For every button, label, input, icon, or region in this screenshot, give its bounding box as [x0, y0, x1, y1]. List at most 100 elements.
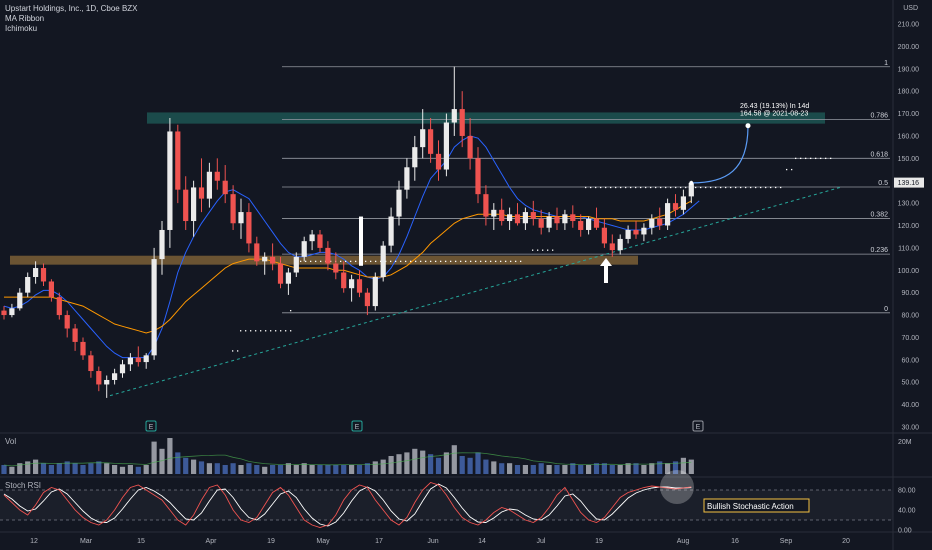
candle-body	[538, 218, 544, 228]
volume-bar	[522, 465, 528, 474]
candle-body	[1, 310, 7, 316]
ichimoku-dot	[440, 260, 442, 263]
price-tick: 90.00	[901, 290, 919, 297]
candle-body	[672, 203, 679, 210]
stoch-tick: 0.00	[898, 528, 912, 535]
earnings-marker-box	[351, 420, 363, 432]
candle-body	[388, 216, 394, 246]
ichimoku-dot	[645, 186, 647, 189]
candle-body	[33, 268, 39, 277]
projection-curve	[691, 125, 749, 184]
time-tick: 20	[842, 538, 850, 545]
ichimoku-dot	[825, 157, 827, 160]
volume-bar	[301, 463, 307, 474]
volume-bar	[428, 454, 434, 474]
stoch-tick: 40.00	[898, 508, 916, 515]
ichimoku-dot	[552, 249, 554, 251]
ichimoku-dot	[625, 186, 627, 189]
ichimoku-dot	[237, 350, 239, 352]
volume-bar	[25, 461, 31, 474]
volume-bar	[135, 466, 141, 474]
time-tick: 14	[478, 538, 486, 545]
volume-bar	[238, 465, 244, 474]
ichimoku-dot	[665, 186, 667, 189]
indicator-ma-ribbon[interactable]: MA Ribbon	[5, 14, 45, 23]
ichimoku-dot	[786, 168, 788, 171]
candle-body	[372, 276, 378, 307]
candle-body	[72, 328, 78, 342]
fib-label-2: 0.618	[870, 151, 888, 158]
up-arrow-marker	[600, 258, 612, 283]
volume-bar	[388, 456, 394, 474]
volume-bar	[633, 463, 639, 474]
fib-retracement[interactable]: 1 0.786 0.618 0.5 0.382 0.236 0	[282, 60, 890, 314]
indicator-ichimoku[interactable]: Ichimoku	[5, 24, 38, 33]
volume-bar	[104, 463, 110, 474]
ichimoku-dot	[310, 260, 312, 263]
volume-bar	[159, 448, 165, 474]
candle-body	[64, 315, 70, 329]
candle-body	[80, 341, 86, 356]
ichimoku-dot	[537, 249, 539, 251]
ichimoku-dot	[640, 186, 642, 189]
time-tick: 12	[30, 538, 38, 545]
volume-bar	[570, 463, 576, 474]
candle-body	[680, 196, 686, 210]
ma-ribbon	[3, 135, 700, 359]
candle-body	[451, 109, 457, 123]
volume-bar	[349, 465, 355, 474]
candle-body	[309, 234, 315, 242]
candle-body	[499, 209, 505, 222]
price-tick: 180.00	[898, 89, 920, 96]
volume-bar	[96, 461, 102, 474]
candle-body	[159, 229, 165, 260]
candle-body	[198, 187, 205, 199]
earnings-marker-box	[692, 420, 704, 432]
chart-legend: Upstart Holdings, Inc., 1D, Cboe BZX MA …	[5, 4, 138, 34]
time-tick: Apr	[206, 538, 218, 545]
ichimoku-dot	[485, 260, 487, 263]
ichimoku-dot	[740, 186, 742, 189]
ichimoku-dot	[720, 186, 722, 189]
candle-body	[593, 218, 600, 228]
volume-bar	[483, 459, 489, 474]
candle-body	[40, 268, 47, 282]
volume-bar	[688, 459, 694, 474]
trendline[interactable]	[109, 186, 841, 397]
fib-label-6: 0	[884, 306, 888, 313]
ichimoku-dot	[830, 157, 832, 160]
ichimoku-dot	[415, 260, 417, 263]
candle-body	[420, 129, 426, 148]
candle-body	[167, 131, 173, 230]
ichimoku-dot	[715, 186, 717, 189]
ichimoku-dot	[320, 260, 322, 263]
ichimoku-dot	[605, 186, 607, 189]
ichimoku-dot	[795, 157, 797, 160]
ichimoku-dot	[800, 157, 802, 160]
time-tick: 17	[375, 538, 383, 545]
time-tick: Jun	[427, 538, 438, 545]
stoch-k-line	[3, 481, 692, 528]
volume-bar	[56, 463, 62, 474]
ichimoku-dot	[350, 260, 352, 263]
price-tick: 110.00	[898, 245, 919, 252]
candle-body	[112, 373, 118, 380]
volume-bar	[277, 465, 284, 474]
ichimoku-dot	[760, 186, 762, 189]
axes: USD210.00200.00190.00180.00170.00160.001…	[30, 5, 924, 545]
volume-bar	[554, 465, 560, 474]
fib-label-4: 0.382	[870, 212, 888, 219]
candle-body	[380, 245, 386, 277]
candle-body	[475, 158, 481, 195]
volume-bar	[459, 456, 465, 474]
ma-slow-line	[4, 200, 692, 334]
time-tick: Sep	[780, 538, 793, 545]
ichimoku-dot	[355, 260, 357, 263]
candle-series[interactable]	[1, 66, 694, 398]
price-tick: 160.00	[898, 133, 920, 140]
candle-body	[56, 297, 62, 316]
symbol-title[interactable]: Upstart Holdings, Inc., 1D, Cboe BZX	[5, 4, 138, 13]
